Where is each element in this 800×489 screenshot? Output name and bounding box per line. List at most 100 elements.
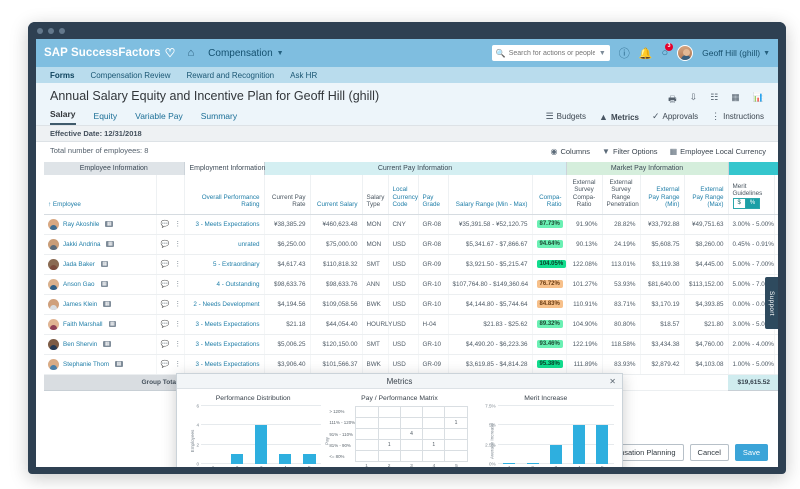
save-button[interactable]: Save [734, 444, 768, 461]
cell-overall-performance-rating[interactable]: 3 - Meets Expectations [184, 334, 265, 355]
home-icon[interactable]: ⌂ [187, 47, 195, 59]
matrix-cell[interactable] [423, 418, 445, 428]
comment-icon[interactable]: 💬 [160, 281, 170, 289]
comment-icon[interactable]: 💬 [160, 341, 170, 349]
cell-overall-performance-rating[interactable]: 3 - Meets Expectations [184, 314, 265, 335]
cell-overall-performance-rating[interactable]: 4 - Outstanding [184, 274, 265, 295]
bar[interactable] [254, 425, 268, 464]
more-options-icon[interactable]: ⋮ [174, 241, 182, 249]
bar[interactable] [230, 454, 244, 464]
column-salary-type[interactable]: Salary Type [362, 175, 389, 215]
comment-icon[interactable]: 💬 [160, 261, 170, 269]
matrix-cell[interactable] [445, 440, 467, 450]
subnav-item-forms[interactable]: Forms [50, 70, 75, 80]
cell-row-actions[interactable]: 💬 ⋮ [156, 314, 185, 335]
matrix-cell[interactable] [356, 429, 378, 439]
column-external-survey-compa-ratio[interactable]: External Survey Compa-Ratio [566, 175, 603, 215]
option-local-currency[interactable]: ▦ Employee Local Currency [670, 147, 766, 156]
column-overall-performance-rating[interactable]: Overall Performance Rating [184, 175, 265, 215]
tool-instructions[interactable]: ⋮ Instructions [711, 111, 764, 122]
column-compa-ratio[interactable]: Compa-Ratio [532, 175, 567, 215]
cell-employee[interactable]: Stephanie Thom ▦ [44, 354, 157, 375]
column-external-pay-range-max[interactable]: External Pay Range (Max) [684, 175, 729, 215]
employee-card-icon[interactable]: ▦ [100, 281, 109, 288]
employee-entry[interactable]: Ben Shervin ▦ [48, 338, 152, 350]
cell-row-actions[interactable]: 💬 ⋮ [156, 354, 185, 375]
cell-overall-performance-rating[interactable]: 3 - Meets Expectations [184, 214, 265, 235]
column-merit[interactable]: Merit [774, 175, 778, 215]
window-minimize-dot[interactable] [48, 27, 54, 34]
column-employee[interactable]: ↑ Employee [44, 175, 157, 215]
tool-metrics[interactable]: ▲ Metrics [599, 112, 639, 122]
bar[interactable] [526, 463, 539, 464]
subnav-item-reward-and-recognition[interactable]: Reward and Recognition [186, 70, 275, 80]
merit-unit-toggle[interactable]: $ % [732, 197, 761, 209]
more-options-icon[interactable]: ⋮ [174, 281, 182, 289]
matrix-cell[interactable] [400, 407, 423, 417]
matrix-cell[interactable] [378, 418, 400, 428]
more-options-icon[interactable]: ⋮ [174, 321, 182, 329]
support-tab[interactable]: Support [765, 277, 778, 329]
bar[interactable] [596, 425, 609, 464]
tab-variable-pay[interactable]: Variable Pay [135, 111, 183, 121]
cell-merit-amount[interactable]: $ 28.13 [774, 234, 778, 255]
cell-employee[interactable]: Jakki Andrina ▦ [44, 234, 157, 255]
cell-merit-amount[interactable]: $ 230.87 [774, 254, 778, 275]
employee-card-icon[interactable]: ▦ [100, 261, 109, 268]
comment-icon[interactable]: 💬 [160, 221, 170, 229]
cell-merit-amount[interactable]: ¥ 1,151.56 [774, 214, 778, 235]
matrix-cell[interactable] [356, 451, 378, 461]
bar[interactable] [278, 454, 292, 464]
cell-row-actions[interactable]: 💬 ⋮ [156, 294, 185, 315]
close-icon[interactable]: ✕ [609, 376, 616, 386]
matrix-cell[interactable] [356, 418, 378, 428]
matrix-cell[interactable] [423, 429, 445, 439]
row-actions[interactable]: 💬 ⋮ [160, 260, 182, 269]
table-row[interactable]: James Klein ▦ 💬 ⋮ 2 - Needs Development … [44, 294, 778, 315]
window-close-dot[interactable] [37, 27, 43, 34]
table-row[interactable]: Ben Shervin ▦ 💬 ⋮ 3 - Meets Expectations… [44, 334, 778, 355]
matrix-cell[interactable] [423, 451, 445, 461]
cell-employee[interactable]: Anson Gao ▦ [44, 274, 157, 295]
subnav-item-ask-hr[interactable]: Ask HR [290, 70, 318, 80]
cell-overall-performance-rating[interactable]: 3 - Meets Expectations [184, 354, 265, 375]
cancel-button[interactable]: Cancel [689, 444, 729, 461]
matrix-cell[interactable] [400, 440, 423, 450]
comment-icon[interactable]: 💬 [160, 301, 170, 309]
row-actions[interactable]: 💬 ⋮ [160, 340, 182, 349]
cell-employee[interactable]: Faith Marshall ▦ [44, 314, 157, 335]
employee-card-icon[interactable]: ▦ [108, 321, 117, 328]
merit-unit-dollar[interactable]: $ [732, 197, 745, 209]
matrix-cell[interactable] [445, 429, 467, 439]
cell-row-actions[interactable]: 💬 ⋮ [156, 334, 185, 355]
employee-entry[interactable]: Anson Gao ▦ [48, 278, 152, 290]
matrix-cell[interactable]: 4 [400, 429, 423, 439]
notifications-icon[interactable]: 🔔 [638, 47, 653, 60]
column-external-pay-range-min[interactable]: External Pay Range (Min) [640, 175, 685, 215]
row-actions[interactable]: 💬 ⋮ [161, 320, 182, 329]
table-row[interactable]: Stephanie Thom ▦ 💬 ⋮ 3 - Meets Expectati… [44, 354, 778, 375]
employee-entry[interactable]: Jada Baker ▦ [48, 258, 152, 270]
cell-merit-amount[interactable]: $ 100.13 [774, 334, 778, 355]
column-current-pay-rate[interactable]: Current Pay Rate [264, 175, 311, 215]
tab-summary[interactable]: Summary [200, 111, 238, 121]
row-actions[interactable]: 💬 ⋮ [160, 280, 182, 289]
employee-entry[interactable]: Ray Akoshile ▦ [48, 218, 152, 230]
employee-card-icon[interactable]: ▦ [115, 361, 123, 368]
employee-card-icon[interactable]: ▦ [103, 301, 111, 308]
print-icon[interactable]: 🖶 [668, 94, 677, 104]
cell-merit-amount[interactable]: $ 117.19 [774, 354, 778, 375]
cell-row-actions[interactable]: 💬 ⋮ [156, 254, 185, 275]
chart-icon[interactable]: 📊 [752, 92, 764, 102]
chevron-down-icon[interactable]: ▼ [598, 49, 606, 57]
column-current-salary[interactable]: Current Salary [310, 175, 363, 215]
employee-entry[interactable]: Stephanie Thom ▦ [48, 358, 152, 370]
row-actions[interactable]: 💬 ⋮ [161, 240, 182, 249]
option-filter[interactable]: ▼ Filter Options [602, 147, 658, 156]
employee-card-icon[interactable]: ▦ [105, 221, 113, 228]
merit-unit-percent[interactable]: % [744, 197, 761, 209]
cell-overall-performance-rating[interactable]: 2 - Needs Development [184, 294, 265, 315]
avatar[interactable] [677, 45, 694, 61]
cell-employee[interactable]: James Klein ▦ [44, 294, 157, 315]
search-box[interactable]: 🔍 ▼ [491, 45, 610, 61]
